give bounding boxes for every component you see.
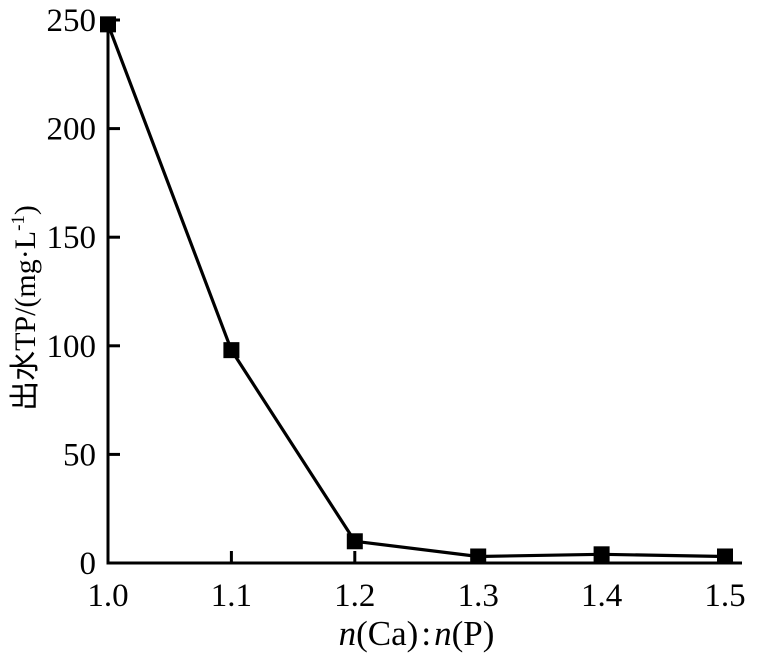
y-axis-label: 出水TP/(mg·L-1) [8, 205, 42, 411]
x-axis-label-ca: (Ca) [356, 614, 419, 653]
data-line [106, 23, 726, 559]
data-point-marker [223, 342, 240, 359]
x-axis-label: n(Ca):n(P) [108, 616, 725, 651]
x-axis-label-colon: : [421, 614, 432, 653]
y-tick-label: 0 [80, 546, 97, 582]
y-tick-label: 200 [47, 112, 97, 148]
y-tick-label: 250 [47, 3, 97, 39]
x-axis-label-n1: n [338, 614, 357, 653]
x-tick-label: 1.0 [87, 578, 128, 614]
data-point-marker [593, 546, 610, 563]
data-point-marker [470, 548, 487, 565]
y-tick-label: 50 [63, 437, 96, 473]
x-axis-label-p: (P) [451, 614, 495, 653]
y-axis-label-close: ) [9, 205, 42, 216]
y-tick-label: 100 [47, 329, 97, 365]
data-point-marker [717, 548, 733, 565]
y-axis-label-superscript: -1 [8, 215, 29, 231]
y-axis-label-text: 出水TP/(mg·L [9, 230, 42, 411]
x-tick-label: 1.5 [704, 578, 745, 614]
x-axis-label-n2: n [434, 614, 452, 653]
x-tick-label: 1.4 [581, 578, 622, 614]
x-tick-label: 1.2 [334, 578, 375, 614]
data-point-marker [346, 533, 363, 550]
x-tick-label: 1.1 [211, 578, 252, 614]
x-tick-label: 1.3 [458, 578, 499, 614]
data-point-marker [100, 16, 116, 33]
y-tick-label: 150 [47, 220, 97, 256]
